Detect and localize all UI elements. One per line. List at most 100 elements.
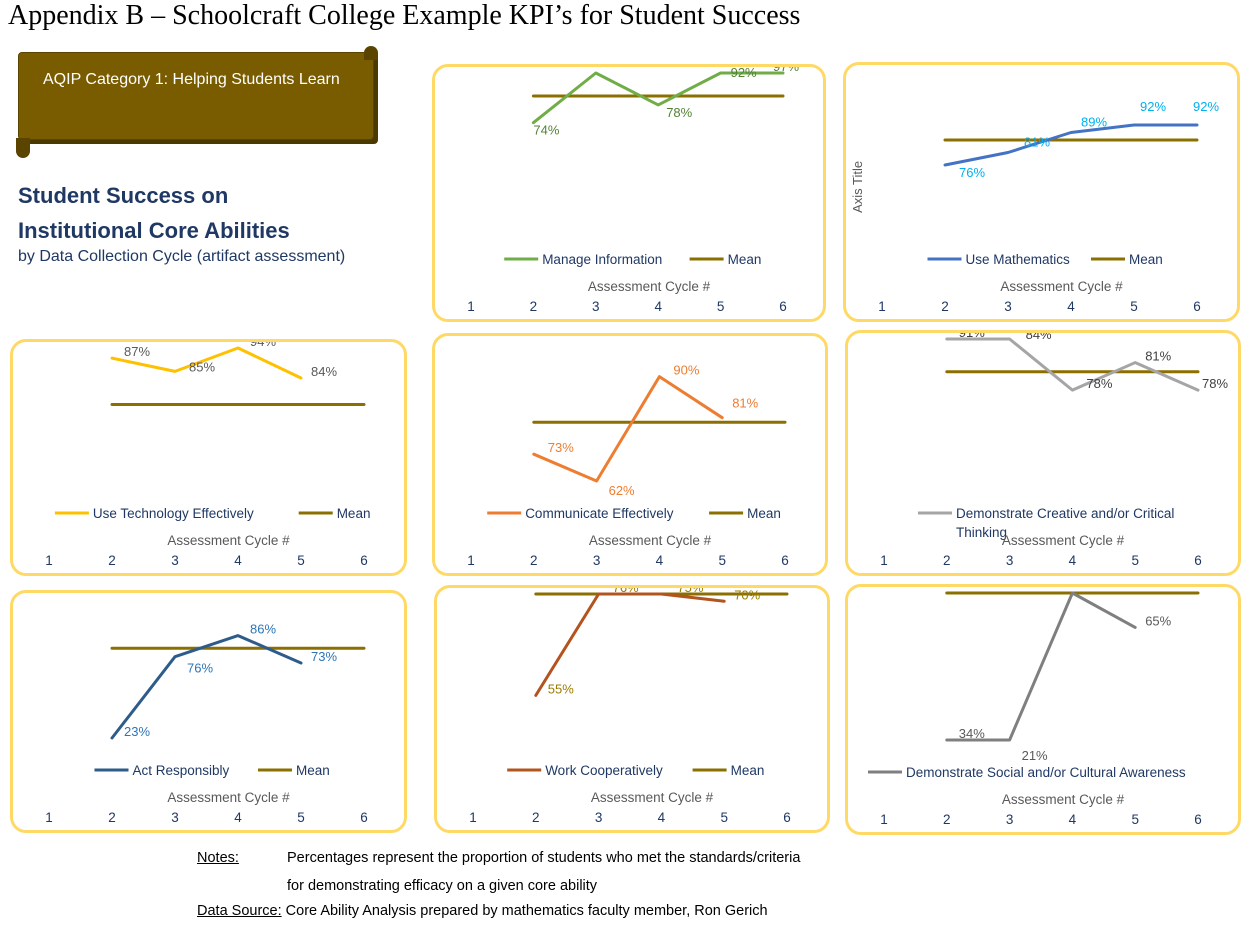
x-tick-label: 1 bbox=[880, 553, 888, 568]
data-label: 78% bbox=[1086, 376, 1112, 391]
data-label: 70% bbox=[734, 588, 760, 602]
chart-panel-work-cooperatively: 55% 76% 75% 70% Work Cooperatively Mean Assess… bbox=[434, 585, 830, 833]
legend-label: Mean bbox=[1129, 252, 1163, 267]
data-label: 23% bbox=[124, 724, 150, 739]
data-label: 84% bbox=[311, 364, 337, 379]
x-tick-label: 4 bbox=[1069, 812, 1077, 827]
x-tick-label: 5 bbox=[1131, 812, 1139, 827]
source-text: Core Ability Analysis prepared by mathem… bbox=[281, 903, 768, 919]
x-tick-label: 2 bbox=[108, 553, 116, 568]
data-label: 94% bbox=[250, 342, 276, 349]
category-banner: AQIP Category 1: Helping Students Learn bbox=[18, 52, 374, 140]
data-label: 74% bbox=[533, 123, 559, 138]
x-axis-title: Assessment Cycle # bbox=[167, 533, 290, 548]
data-label: 81% bbox=[1145, 349, 1171, 364]
x-tick-label: 2 bbox=[943, 812, 951, 827]
legend-label: Mean bbox=[728, 252, 762, 267]
data-label: 65% bbox=[1145, 613, 1171, 628]
data-label: 76% bbox=[187, 661, 213, 676]
data-label: 89% bbox=[1081, 115, 1107, 130]
data-label: 73% bbox=[548, 440, 574, 455]
banner-scroll-curl bbox=[16, 138, 30, 158]
chart-panel-creative-critical-thinking: 91% 84% 78% 81% 78% Demonstrate Creative and/… bbox=[845, 330, 1241, 576]
source-label: Data Source: bbox=[197, 903, 282, 919]
x-tick-label: 5 bbox=[297, 553, 305, 568]
x-tick-label: 3 bbox=[593, 553, 601, 568]
x-tick-label: 1 bbox=[880, 812, 888, 827]
data-label: 76% bbox=[959, 165, 985, 180]
chart-panel-use-technology: 87% 85% 94% 84% Use Technology Effectively Me… bbox=[10, 339, 407, 576]
y-axis-title: Axis Title bbox=[850, 161, 865, 213]
legend-label: Act Responsibly bbox=[133, 763, 230, 778]
x-tick-label: 3 bbox=[1004, 299, 1012, 314]
x-tick-label: 4 bbox=[234, 810, 242, 825]
data-label: 55% bbox=[548, 681, 574, 696]
notes-label: Notes: bbox=[197, 850, 239, 866]
series-line bbox=[943, 123, 1199, 167]
x-axis-title: Assessment Cycle # bbox=[1000, 279, 1123, 294]
x-tick-label: 6 bbox=[1194, 812, 1202, 827]
notes-line2: for demonstrating efficacy on a given co… bbox=[287, 878, 598, 894]
x-tick-label: 4 bbox=[658, 810, 666, 825]
x-tick-label: 6 bbox=[1193, 299, 1201, 314]
legend-label: Mean bbox=[747, 506, 781, 521]
data-label: 73% bbox=[311, 649, 337, 664]
x-tick-label: 2 bbox=[941, 299, 949, 314]
chart-svg: 55% 76% 75% 70% Work Cooperatively Mean Assess… bbox=[469, 588, 791, 825]
x-tick-label: 2 bbox=[108, 810, 116, 825]
data-label: 91% bbox=[959, 333, 985, 340]
x-tick-label: 1 bbox=[45, 553, 53, 568]
data-label: 84% bbox=[1026, 333, 1052, 342]
intro-title-line2: Institutional Core Abilities bbox=[18, 218, 290, 243]
x-tick-label: 2 bbox=[530, 553, 538, 568]
x-axis-title: Assessment Cycle # bbox=[588, 279, 711, 294]
x-tick-label: 5 bbox=[718, 553, 726, 568]
x-tick-label: 6 bbox=[360, 553, 368, 568]
data-label: 92% bbox=[731, 67, 757, 80]
x-tick-label: 4 bbox=[654, 299, 662, 314]
series-line bbox=[531, 71, 785, 125]
series-line bbox=[532, 375, 724, 483]
x-tick-label: 6 bbox=[779, 299, 787, 314]
x-tick-label: 3 bbox=[1006, 812, 1014, 827]
legend-label: Work Cooperatively bbox=[545, 763, 663, 778]
legend-label: Use Mathematics bbox=[966, 252, 1071, 267]
legend-label: Use Technology Effectively bbox=[93, 506, 254, 521]
series-line bbox=[110, 634, 303, 740]
x-tick-label: 1 bbox=[467, 299, 475, 314]
chart-panel-social-cultural-awareness: 34%21%78%65%Demonstrate Social and/or Cu… bbox=[845, 584, 1241, 835]
x-tick-label: 1 bbox=[45, 810, 53, 825]
chart-svg: 87% 85% 94% 84% Use Technology Effectively Me… bbox=[45, 342, 371, 568]
data-label: 92% bbox=[1193, 99, 1219, 114]
chart-svg: 23% 76% 86% 73% Act Responsibly Mean Assessmen… bbox=[45, 622, 368, 825]
data-label: 62% bbox=[609, 483, 635, 498]
chart-svg: 74%86%78%92%97%Manage InformationMeanAss… bbox=[467, 67, 799, 314]
x-tick-label: 1 bbox=[469, 810, 477, 825]
x-tick-label: 1 bbox=[878, 299, 886, 314]
x-tick-label: 6 bbox=[781, 553, 789, 568]
x-axis-title: Assessment Cycle # bbox=[167, 790, 290, 805]
x-tick-label: 5 bbox=[1130, 299, 1138, 314]
x-tick-label: 3 bbox=[171, 810, 179, 825]
x-tick-label: 3 bbox=[1006, 553, 1014, 568]
chart-panel-act-responsibly: 23% 76% 86% 73% Act Responsibly Mean Assessmen… bbox=[10, 590, 407, 833]
legend-label: Communicate Effectively bbox=[525, 506, 674, 521]
chart-panel-use-mathematics: 76% 81% 89% 92% 92% Axis Title Use Mathematics… bbox=[843, 62, 1240, 322]
intro-subtitle: by Data Collection Cycle (artifact asses… bbox=[18, 248, 346, 265]
intro-title-line1: Student Success on bbox=[18, 183, 229, 208]
data-label: 87% bbox=[124, 344, 150, 359]
data-label: 78% bbox=[1202, 376, 1228, 391]
chart-svg: 73% 62% 90% 81% Communicate Effectively Mean A… bbox=[467, 363, 789, 568]
x-tick-label: 5 bbox=[720, 810, 728, 825]
x-tick-label: 4 bbox=[1069, 553, 1077, 568]
legend-label: Mean bbox=[337, 506, 371, 521]
series-line bbox=[534, 592, 726, 697]
x-tick-label: 3 bbox=[592, 299, 600, 314]
chart-panel-communicate-effectively: 73% 62% 90% 81% Communicate Effectively Mean A… bbox=[432, 333, 828, 576]
legend-label: Manage Information bbox=[542, 252, 662, 267]
legend-label: Mean bbox=[731, 763, 765, 778]
notes-block: Notes: Percentages represent the proporti… bbox=[197, 844, 800, 922]
chart-svg: 76% 81% 89% 92% 92% Axis Title Use Mathematics… bbox=[850, 99, 1219, 314]
x-tick-label: 6 bbox=[783, 810, 791, 825]
x-tick-label: 4 bbox=[656, 553, 664, 568]
